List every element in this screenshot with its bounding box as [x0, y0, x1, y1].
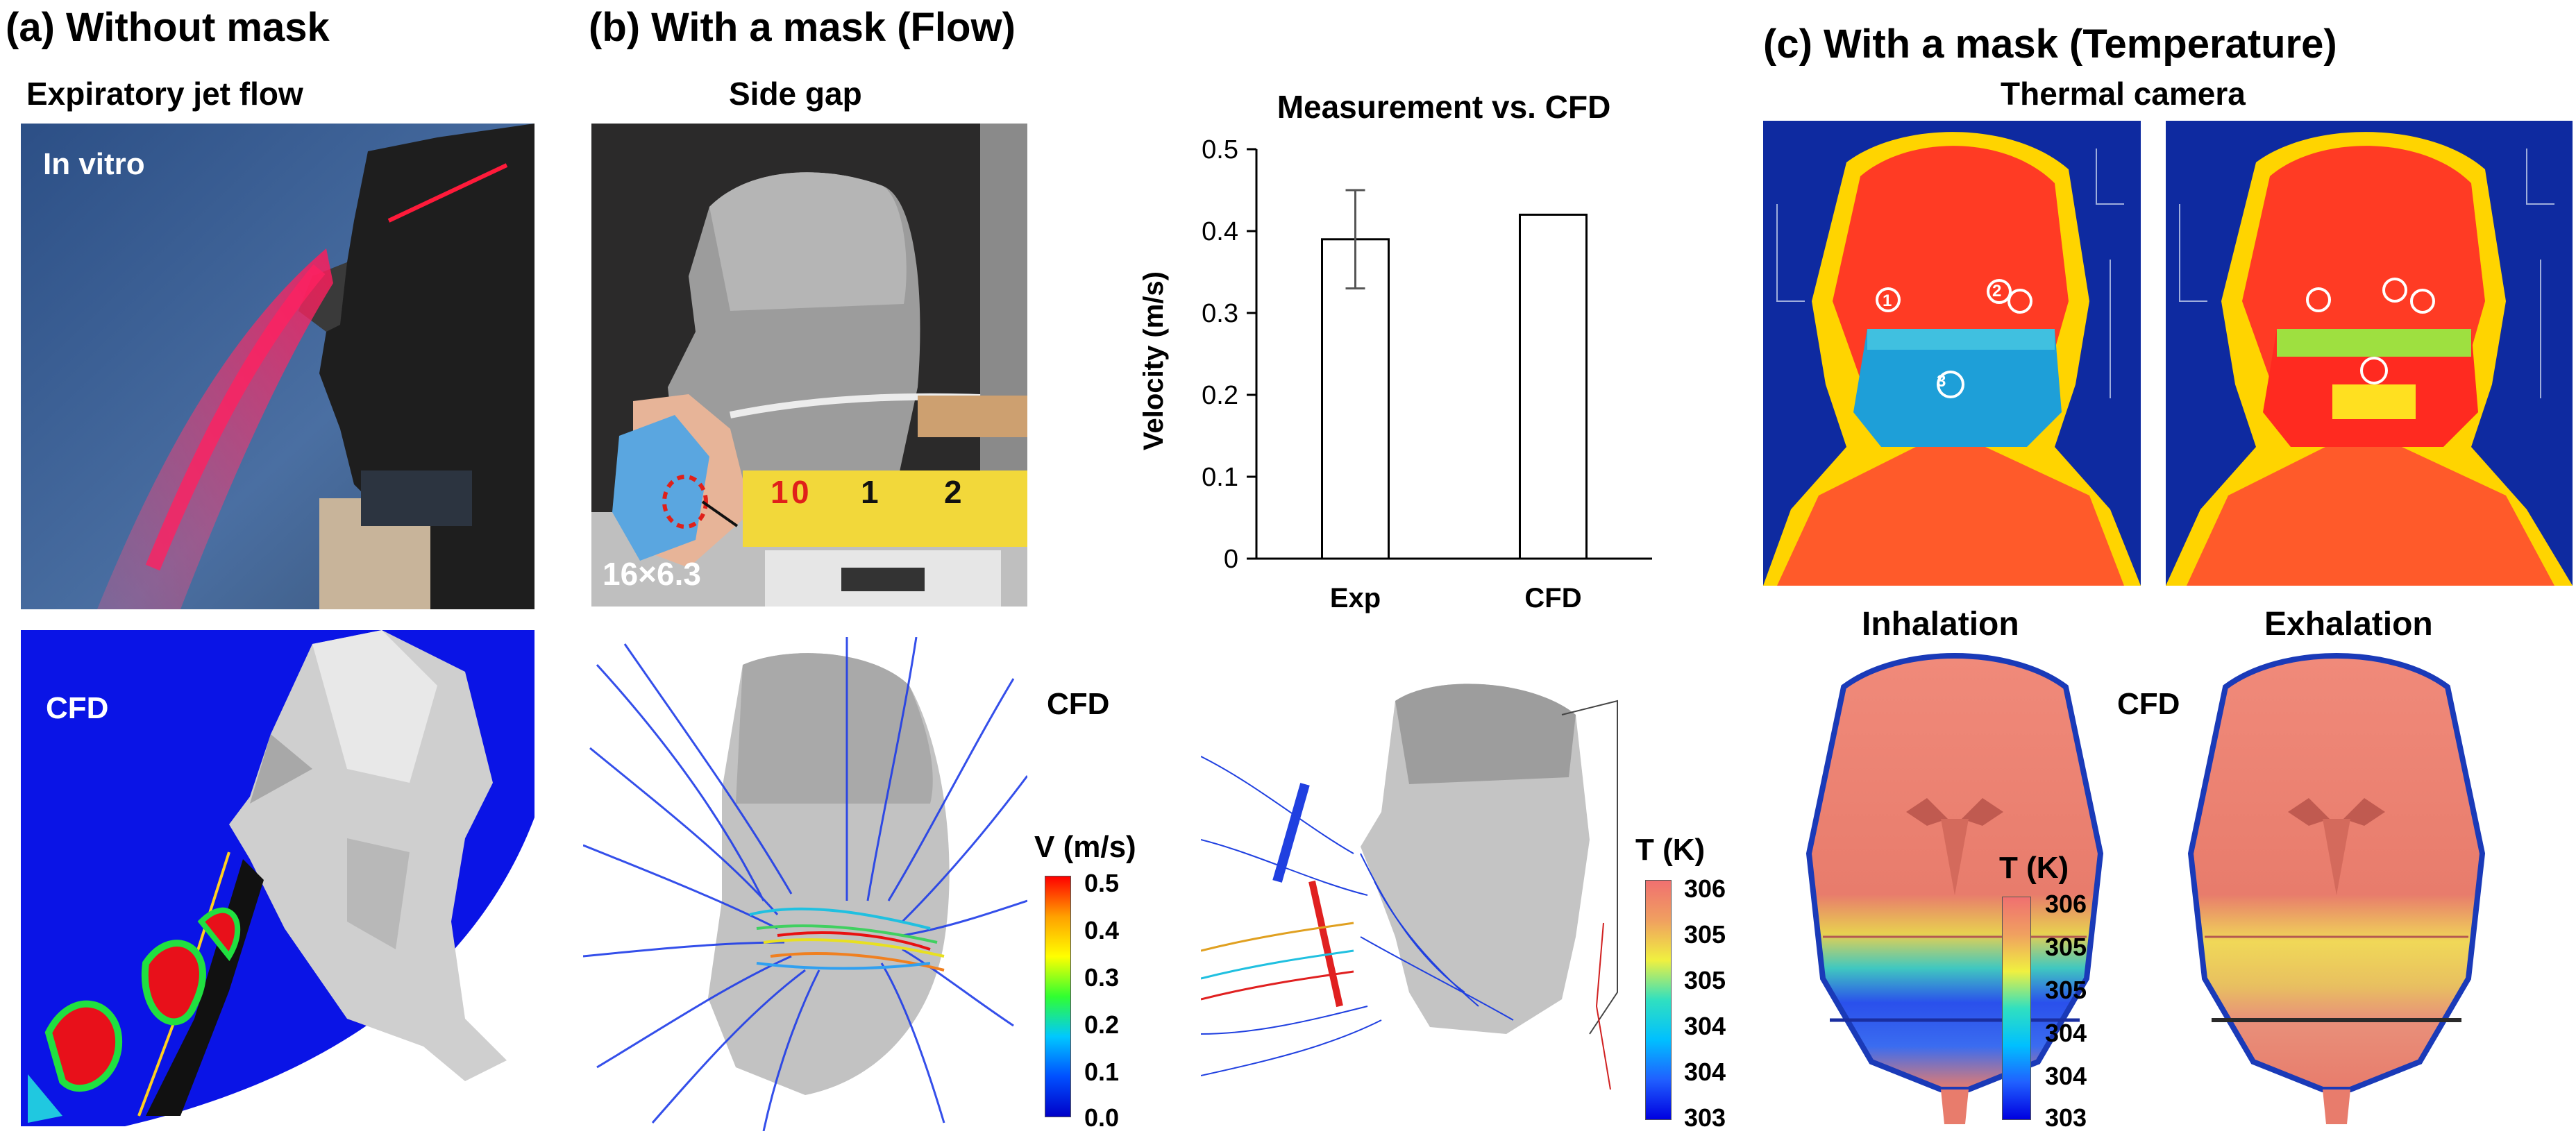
velocity-tick: 0.5: [1084, 869, 1120, 897]
exhalation-label: Exhalation: [2264, 606, 2433, 643]
y-axis-label: Velocity (m/s): [1138, 271, 1169, 450]
temp-colorbar-b: [1645, 880, 1672, 1120]
cfd-face-inhalation: [1802, 645, 2107, 1131]
ruler-mark: 1: [771, 474, 789, 510]
error-bar: [1345, 189, 1365, 290]
temp-tick-c: 304: [2045, 1062, 2087, 1090]
y-tick-label: 0.3: [1202, 299, 1238, 328]
velocity-tick: 0.2: [1084, 1010, 1120, 1039]
panel-c-title: (c) With a mask (Temperature): [1763, 22, 2337, 67]
ruler-marks: 1 0 1 2: [764, 473, 993, 515]
temp-legend-title-c: T (K): [1999, 851, 2069, 885]
temp-tick-b: 306: [1684, 874, 1726, 903]
temp-tick-b: 304: [1684, 1058, 1726, 1086]
ruler-mark: 1: [861, 474, 879, 510]
y-tick-label: 0.2: [1202, 381, 1238, 410]
thermal-marker-label: 2: [1992, 282, 2002, 300]
temp-tick-c: 305: [2045, 976, 2087, 1004]
invitro-photo: [21, 124, 534, 609]
cfd-streamline-image: [583, 637, 1027, 1131]
temp-legend-title-b: T (K): [1635, 833, 1706, 867]
temp-tick-b: 304: [1684, 1012, 1726, 1040]
temp-tick-b: 303: [1684, 1103, 1726, 1132]
y-tick-label: 0.4: [1202, 217, 1238, 246]
temp-tick-b: 305: [1684, 920, 1726, 949]
chart-title: Measurement vs. CFD: [1277, 89, 1611, 125]
panel-c-cfd-label: CFD: [2117, 687, 2180, 721]
velocity-tick: 0.1: [1084, 1058, 1120, 1086]
temp-colorbar-c: [2002, 897, 2031, 1120]
side-gap-title: Side gap: [729, 76, 862, 112]
x-category-label: CFD: [1524, 583, 1581, 613]
cfd-jet-image: [21, 630, 534, 1126]
temp-tick-c: 303: [2045, 1103, 2087, 1132]
cfd-face-exhalation: [2184, 645, 2489, 1131]
temp-tick-c: 305: [2045, 933, 2087, 961]
thermal-camera-title: Thermal camera: [2001, 76, 2246, 112]
temp-tick-c: 304: [2045, 1019, 2087, 1047]
thermal-image-exhalation: [2166, 121, 2573, 586]
temp-tick-b: 305: [1684, 966, 1726, 994]
velocity-bar-chart: Measurement vs. CFD Velocity (m/s) 0 0.1 0…: [1138, 89, 1652, 613]
panel-b-title: (b) With a mask (Flow): [589, 5, 1016, 50]
velocity-tick: 0.3: [1084, 963, 1120, 992]
ruler-mark: 2: [944, 474, 962, 510]
side-gap-photo: [591, 124, 1027, 607]
panel-b-cfd-label: CFD: [1047, 687, 1110, 721]
ruler-mark: 0: [791, 474, 809, 510]
velocity-colorbar: [1045, 876, 1071, 1117]
y-tick-label: 0: [1224, 545, 1238, 574]
thermal-image-inhalation: [1763, 121, 2141, 586]
thermal-marker-label: 3: [1937, 372, 1946, 391]
x-category-label: Exp: [1330, 583, 1381, 613]
velocity-tick: 0.0: [1084, 1103, 1120, 1132]
inhalation-label: Inhalation: [1862, 606, 2019, 643]
bar: [1519, 213, 1588, 560]
invitro-label: In vitro: [43, 147, 145, 181]
y-tick-label: 0.1: [1202, 463, 1238, 492]
gap-size-label: 16×6.3: [603, 556, 701, 592]
panel-a-subtitle: Expiratory jet flow: [26, 76, 303, 112]
panel-a-cfd-label: CFD: [46, 691, 109, 725]
velocity-tick: 0.4: [1084, 916, 1120, 944]
bar: [1321, 238, 1390, 560]
panel-a-title: (a) Without mask: [6, 5, 330, 50]
cfd-temperature-side-image: [1201, 673, 1624, 1124]
velocity-legend-title: V (m/s): [1034, 830, 1136, 864]
thermal-marker-label: 1: [1883, 291, 1892, 310]
temp-tick-c: 306: [2045, 890, 2087, 918]
y-tick-label: 0.5: [1202, 135, 1238, 164]
